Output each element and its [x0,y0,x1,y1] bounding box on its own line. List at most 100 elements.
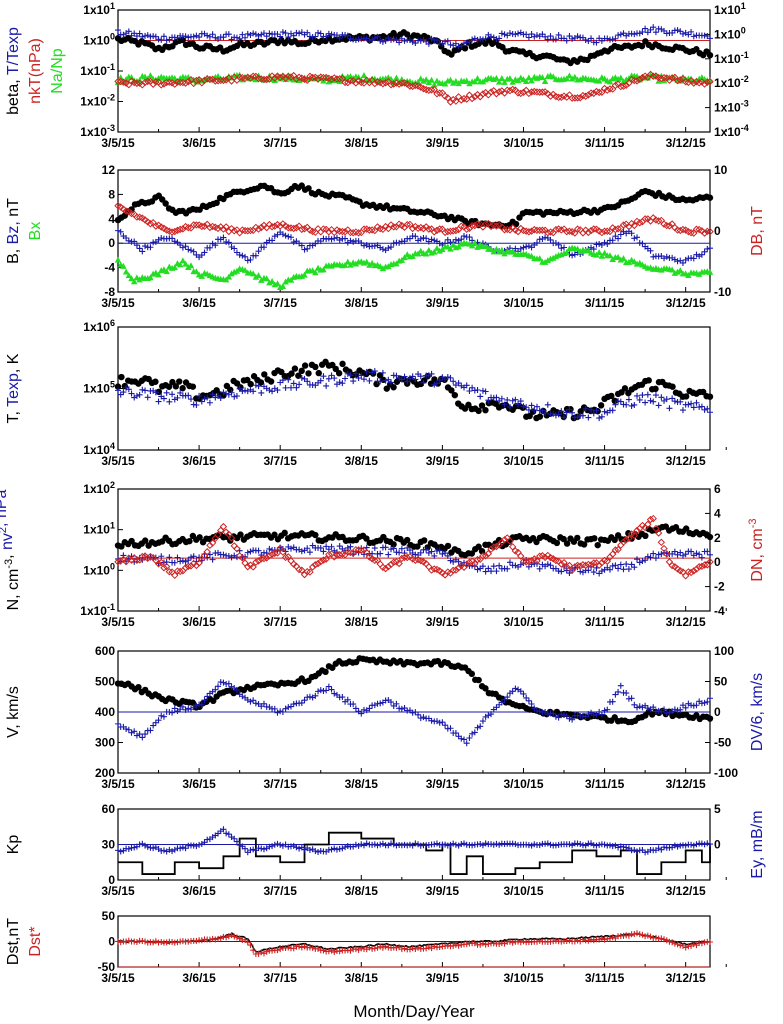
data-point [139,734,146,741]
data-point [398,705,405,712]
data-point [293,384,300,391]
data-point [142,387,149,394]
data-point [244,30,251,37]
data-point [182,706,189,713]
data-point [298,374,305,381]
data-point [201,249,208,256]
data-point [139,33,146,40]
data-point [452,40,459,47]
data-point [628,402,635,409]
data-point [350,238,357,245]
data-point [271,841,278,848]
data-point [379,246,386,253]
x-tick-label: 3/5/15 [101,615,135,629]
data-point [331,375,338,382]
data-point [179,257,187,264]
data-point [550,254,557,261]
data-point [147,727,154,734]
data-point [436,377,443,384]
data-point [425,225,433,233]
data-point [500,536,509,544]
data-point [604,35,611,42]
data-point [609,237,616,244]
data-point [595,77,603,84]
y-axis-label-2: Dst* [27,926,44,956]
data-point [435,89,444,97]
series-bx [114,239,714,290]
data-point [582,713,589,720]
data-point [679,702,686,709]
y-tick-label: -4 [104,261,115,275]
data-point [612,691,619,698]
data-point [308,73,317,82]
data-point [622,536,630,544]
data-point [465,401,472,409]
data-point [377,841,384,848]
data-point [515,938,522,945]
data-point [162,78,171,87]
data-point [125,937,132,944]
data-point [665,222,674,230]
data-point [358,35,365,42]
data-point [136,391,143,398]
data-point [479,563,486,570]
data-point [512,220,520,228]
data-point [336,379,343,386]
data-point [585,937,592,944]
data-point [323,382,330,389]
data-point [533,239,540,246]
data-point [257,379,265,386]
data-point [350,701,357,708]
data-point [577,841,584,848]
data-point [336,543,343,550]
data-point [244,257,251,264]
data-point [685,401,692,408]
data-point [187,247,194,254]
data-point [696,551,703,558]
data-point [526,412,533,420]
data-point [463,382,470,389]
data-point [633,526,641,535]
data-point [496,940,503,947]
data-point [269,237,276,244]
data-point [650,398,657,405]
data-point [417,235,424,242]
y-axis-label: V, km/s [5,686,22,738]
data-point [450,378,457,385]
y-tick-label: 0 [108,236,115,250]
data-point [301,943,308,950]
data-point [298,548,305,555]
data-point [406,841,413,848]
data-point [514,89,522,97]
data-point [388,244,395,251]
data-point [598,559,606,567]
data-point [677,706,684,713]
data-point [617,231,624,238]
data-point [115,227,121,234]
data-point [285,704,292,711]
data-point [284,224,293,232]
data-point [433,244,441,251]
data-point [611,546,620,554]
data-point [236,35,243,42]
data-point [475,543,482,550]
data-point [174,939,181,946]
data-point [563,227,571,236]
data-point [706,558,714,566]
data-point [611,397,618,405]
data-point [412,376,419,383]
series-dv-6 [115,679,713,747]
data-point [631,564,638,571]
data-point [558,568,565,575]
data-point [288,234,295,241]
data-point [293,29,300,36]
data-point [325,228,333,236]
y-tick-label: 1x101 [83,521,115,537]
data-point [118,373,125,381]
data-point [304,29,311,36]
data-point [460,94,468,103]
data-point [542,410,549,417]
data-point [519,88,528,97]
data-point [492,542,501,551]
